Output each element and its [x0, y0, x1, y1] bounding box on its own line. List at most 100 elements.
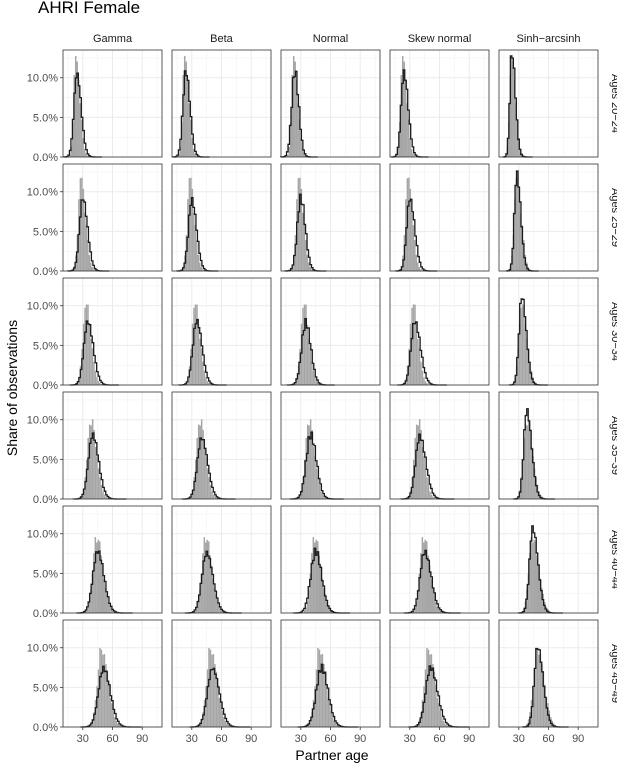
- observed-bar: [306, 424, 309, 499]
- x-tick-label: 30: [186, 733, 198, 745]
- panel-border: [171, 277, 272, 386]
- observed-bar: [90, 425, 92, 499]
- facet-panel: [498, 163, 599, 272]
- observed-bar: [328, 609, 331, 613]
- observed-bar: [408, 495, 410, 499]
- observed-bar: [287, 154, 289, 157]
- observed-bar: [208, 382, 210, 385]
- observed-bar: [411, 212, 413, 271]
- observed-bar: [211, 654, 213, 727]
- facet-panel: [280, 391, 381, 500]
- observed-bar: [88, 424, 91, 499]
- observed-bar: [327, 697, 330, 727]
- observed-bar: [430, 578, 432, 613]
- observed-bar: [299, 348, 301, 385]
- facet-panel: [498, 277, 599, 386]
- facet-panel: [389, 505, 490, 614]
- observed-bar: [412, 304, 415, 385]
- observed-bar: [314, 542, 316, 613]
- observed-bar: [415, 254, 418, 271]
- observed-bar: [333, 720, 336, 727]
- observed-bar: [429, 565, 431, 613]
- observed-bar: [117, 723, 119, 727]
- observed-bar: [93, 553, 95, 613]
- observed-bar: [437, 609, 440, 613]
- observed-bar: [418, 419, 421, 499]
- observed-bar: [91, 267, 93, 271]
- observed-bar: [312, 370, 315, 385]
- observed-bar: [318, 384, 321, 385]
- observed-bar: [77, 79, 80, 157]
- x-axis-label: Partner age: [295, 747, 368, 763]
- observed-bar: [532, 456, 534, 499]
- observed-bar: [440, 611, 443, 613]
- observed-bar: [315, 539, 318, 613]
- observed-bar: [103, 578, 105, 613]
- observed-bar: [433, 671, 436, 727]
- observed-bar: [321, 654, 324, 727]
- observed-bar: [203, 447, 206, 499]
- y-tick-label: 5.0%: [33, 226, 58, 238]
- observed-bar: [401, 56, 404, 157]
- observed-bar: [91, 573, 94, 613]
- observed-bar: [330, 610, 332, 613]
- observed-bar: [188, 178, 191, 271]
- x-tick-label: 60: [433, 733, 445, 745]
- observed-bar: [317, 647, 319, 727]
- y-tick-label: 5.0%: [33, 112, 58, 124]
- observed-bar: [203, 537, 206, 613]
- panel-border: [389, 277, 490, 386]
- observed-bar: [96, 456, 98, 499]
- panel-border: [280, 49, 381, 158]
- observed-bar: [212, 654, 215, 727]
- observed-bar: [185, 235, 188, 271]
- observed-bar: [221, 710, 224, 727]
- observed-bar: [435, 684, 437, 727]
- y-tick-label: 10.0%: [27, 187, 58, 199]
- observed-bar: [305, 607, 307, 613]
- observed-bar: [297, 178, 300, 271]
- observed-bar: [190, 177, 192, 271]
- observed-bar: [102, 565, 104, 613]
- observed-bar: [309, 267, 311, 271]
- observed-bar: [413, 155, 416, 157]
- facet-panel: 30 60 90: [280, 619, 381, 745]
- observed-bar: [79, 178, 82, 271]
- observed-bar: [292, 56, 295, 157]
- observed-bar: [526, 425, 528, 499]
- facet-panel: 30 60 90: [171, 619, 272, 745]
- observed-bar: [197, 254, 200, 271]
- y-tick-label: 10.0%: [27, 529, 58, 541]
- observed-bar: [88, 601, 91, 613]
- observed-bar: [411, 477, 413, 499]
- observed-bar: [510, 56, 513, 157]
- observed-bar: [102, 491, 104, 499]
- observed-bar: [436, 697, 439, 727]
- observed-bar: [193, 212, 195, 271]
- y-tick-label: 5.0%: [33, 454, 58, 466]
- panel-border: [498, 277, 599, 386]
- observed-bar: [418, 267, 420, 271]
- observed-bar: [80, 119, 83, 157]
- observed-bar: [524, 424, 527, 499]
- observed-bar: [403, 383, 406, 385]
- observed-bar: [215, 497, 218, 499]
- observed-bar: [403, 61, 405, 157]
- observed-bar: [205, 542, 207, 613]
- observed-bar: [303, 304, 306, 385]
- observed-bar: [82, 137, 84, 157]
- observed-bar: [72, 122, 74, 157]
- facet-panel: 0.0% 5.0% 10.0% 30 60 90: [27, 619, 163, 745]
- observed-bar: [541, 664, 543, 727]
- observed-bar: [417, 589, 419, 613]
- observed-bar: [536, 649, 539, 727]
- observed-bar: [318, 484, 321, 499]
- observed-bar: [321, 494, 324, 499]
- observed-bar: [405, 378, 407, 385]
- observed-bar: [409, 137, 411, 157]
- observed-bar: [88, 324, 91, 385]
- observed-bar: [444, 723, 446, 727]
- observed-bar: [294, 61, 296, 157]
- observed-bar: [324, 671, 327, 727]
